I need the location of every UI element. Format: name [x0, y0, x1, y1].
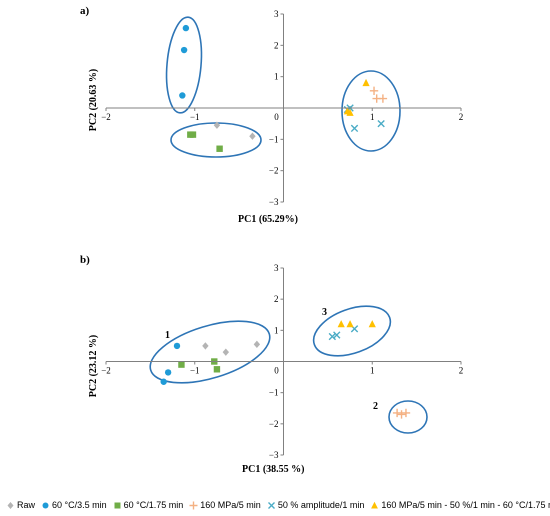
panel-a-point-square [189, 131, 197, 138]
panel-b-y-tick-label: 2 [274, 294, 279, 304]
panel-a-y-tick-label: 3 [274, 9, 279, 19]
legend-label: 60 °C/1.75 min [123, 500, 184, 510]
panel-b-point-circle [164, 369, 172, 376]
panel-a-point-circle [179, 92, 186, 99]
group-label-2: 2 [373, 401, 378, 412]
panel-a: a) PC1 (65.29%) PC2 (20.63 %) −2 −1 0 1 2 3 2 1… [80, 5, 463, 225]
panel-b-x-tick-label: 1 [370, 366, 375, 376]
legend-symbol-triangle [371, 501, 379, 508]
panel-a-xlabel: PC1 (65.29%) [238, 214, 298, 225]
pca-figure: a) PC1 (65.29%) PC2 (20.63 %) −2 −1 0 1 2 3 2 1… [80, 5, 463, 475]
legend-marker-triangle [371, 501, 379, 508]
legend-item: 160 MPa/5 min - 50 %/1 min - 60 °C/1.75 … [370, 500, 550, 510]
legend-item: 160 MPa/5 min [189, 500, 261, 510]
panel-b-cluster-ellipse-2 [388, 400, 428, 434]
panel-b-y-tick-label: −3 [269, 450, 279, 460]
panel-a-point-plus [369, 86, 379, 95]
panel-b-cluster-ellipse-1 [149, 320, 271, 384]
panel-a-point-square [216, 145, 223, 152]
legend-item: 50 % amplitude/1 min [267, 500, 365, 510]
panel-b: b) PC1 (38.55 %) PC2 (23.12 %) 1 2 3 −2 −… [80, 254, 463, 475]
panel-b-y-tick-label: 1 [274, 325, 279, 335]
panel-b-point-x [333, 331, 341, 339]
panel-a-point-circle [180, 46, 188, 54]
panel-b-point-triangle [368, 320, 376, 328]
panel-b-point-circle [160, 378, 167, 385]
panel-a-cluster-ellipse-2 [170, 122, 262, 158]
panel-b-x-tick-label: −1 [190, 366, 200, 376]
group-label-3: 3 [322, 307, 327, 318]
panel-b-point-x [328, 332, 337, 341]
group-label-1: 1 [165, 330, 170, 341]
legend-label: 60 °C/3.5 min [52, 500, 107, 510]
panel-b-y-tick-label: 3 [274, 263, 279, 273]
panel-a-point-circle [182, 24, 190, 32]
panel-b-x-tick-label: 0 [274, 366, 279, 376]
panel-b-y-tick-label: −2 [269, 419, 279, 429]
panel-a-y-tick-label: −1 [269, 134, 279, 144]
legend-marker-circle [42, 502, 49, 508]
panel-b-label: b) [80, 254, 90, 266]
panel-b-point-triangle [337, 320, 345, 328]
panel-b-point-circle [173, 342, 181, 350]
panel-b-point-diamond [253, 340, 261, 349]
legend: Raw 60 °C/3.5 min 60 °C/1.75 min 160 MPa/5 … [6, 500, 550, 512]
panel-b-point-diamond [222, 348, 230, 356]
panel-b-ylabel: PC2 (23.12 %) [88, 335, 99, 398]
legend-symbol-plus [189, 501, 198, 509]
legend-label: 160 MPa/5 min [200, 500, 261, 510]
panel-a-y-tick-label: −2 [269, 166, 279, 176]
panel-a-cluster-ellipse-3 [341, 70, 401, 152]
legend-symbol-square [114, 502, 121, 508]
legend-item: Raw [6, 500, 35, 510]
panel-a-y-tick-label: 2 [274, 40, 279, 50]
panel-a-x-tick-label: 0 [274, 112, 279, 122]
panel-a-point-diamond [213, 121, 221, 129]
panel-b-x-tick-label: 2 [459, 366, 464, 376]
legend-marker-square [114, 502, 121, 508]
legend-marker-plus [189, 501, 198, 509]
panel-b-point-triangle [346, 320, 354, 328]
panel-a-point-x [350, 124, 359, 133]
panel-a-point-triangle [346, 108, 354, 116]
panel-b-point-plus [397, 410, 406, 419]
panel-a-point-diamond [249, 132, 256, 140]
panel-b-point-square [213, 366, 221, 373]
panel-a-y-tick-label: −3 [269, 197, 279, 207]
panel-a-cluster-ellipse-1 [165, 16, 203, 114]
panel-a-label: a) [80, 5, 90, 17]
legend-label: 50 % amplitude/1 min [277, 500, 365, 510]
panel-a-x-tick-label: 1 [370, 112, 375, 122]
legend-symbol-x [267, 501, 275, 509]
panel-b-x-tick-label: −2 [101, 366, 111, 376]
legend-symbol-circle [42, 502, 49, 508]
panel-b-point-diamond [202, 342, 209, 350]
panel-a-x-tick-label: −2 [101, 112, 111, 122]
panel-b-point-plus [401, 408, 411, 418]
panel-a-y-tick-label: 1 [274, 72, 279, 82]
panel-b-y-tick-label: −1 [269, 388, 279, 398]
panel-b-point-plus [392, 408, 402, 418]
panel-b-point-square [178, 361, 185, 368]
panel-a-point-plus [378, 94, 388, 103]
panel-b-xlabel: PC1 (38.55 %) [242, 464, 305, 475]
panel-b-marks [160, 320, 411, 419]
legend-item: 60 °C/3.5 min [41, 500, 107, 510]
panel-a-x-tick-label: −1 [190, 112, 200, 122]
panel-b-cluster-ellipse-3 [312, 305, 392, 357]
legend-label: 160 MPa/5 min - 50 %/1 min - 60 °C/1.75 … [381, 500, 550, 510]
legend-marker-diamond [7, 501, 14, 509]
legend-label: Raw [17, 500, 36, 510]
panel-a-point-x [377, 119, 385, 128]
legend-marker-x [267, 501, 275, 509]
legend-item: 60 °C/1.75 min [113, 500, 184, 510]
panel-a-x-tick-label: 2 [459, 112, 464, 122]
panel-a-point-triangle [362, 78, 370, 87]
panel-a-ylabel: PC2 (20.63 %) [88, 69, 99, 132]
legend-symbol-diamond [7, 501, 14, 509]
